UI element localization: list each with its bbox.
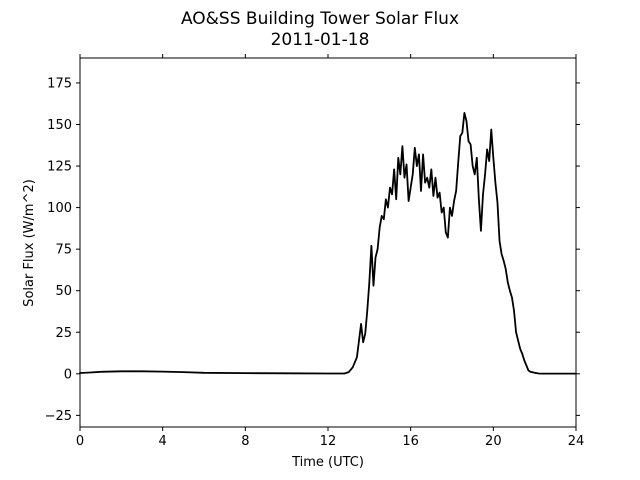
x-axis-label: Time (UTC) (291, 455, 364, 470)
plot-layer (79, 111, 577, 375)
x-tick-label: 12 (320, 434, 337, 449)
x-tick-label: 24 (568, 434, 585, 449)
y-axis-label: Solar Flux (W/m^2) (22, 179, 37, 307)
plot-frame (79, 57, 577, 428)
x-tick-label: 16 (402, 434, 419, 449)
y-tick-label: 175 (47, 76, 72, 91)
y-tick-label: 50 (55, 284, 72, 299)
y-tick-label: 100 (47, 201, 72, 216)
chart-title: AO&SS Building Tower Solar Flux (181, 9, 459, 29)
ticks-layer: 0 4 8 12 16 20 24 −25 0 25 50 75 100 125 150 175 (45, 54, 585, 449)
y-tick-label: 75 (55, 243, 72, 258)
solar-flux-line (79, 111, 577, 375)
y-tick-label: 0 (64, 367, 72, 382)
x-tick-label: 0 (76, 434, 84, 449)
x-tick-label: 8 (241, 434, 249, 449)
x-tick-label: 20 (485, 434, 502, 449)
chart-subtitle: 2011-01-18 (271, 30, 370, 50)
y-tick-label: 25 (55, 326, 72, 341)
y-tick-label: 150 (47, 118, 72, 133)
x-tick-label: 4 (159, 434, 167, 449)
y-tick-label: −25 (45, 409, 72, 424)
y-tick-label: 125 (47, 160, 72, 175)
